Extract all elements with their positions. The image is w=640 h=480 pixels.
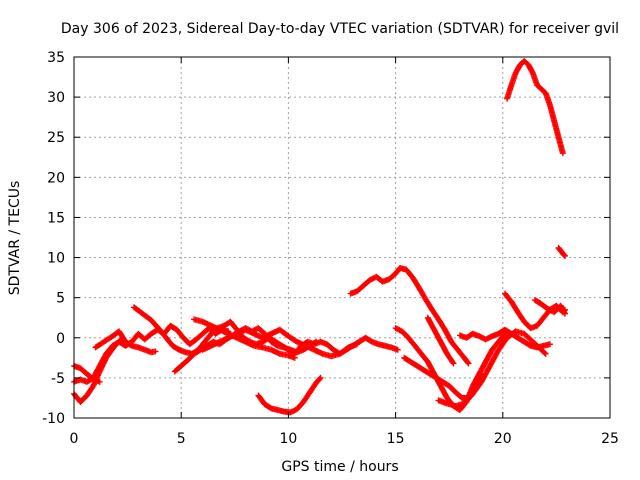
- data-point: [291, 354, 298, 361]
- series-arc-13: [424, 314, 457, 367]
- data-point: [561, 252, 568, 259]
- data-point: [559, 150, 566, 157]
- data-point: [449, 359, 456, 366]
- series-arc-17: [531, 297, 568, 317]
- x-tick-label: 20: [494, 431, 512, 447]
- data-point: [152, 348, 159, 355]
- data-point: [542, 350, 549, 357]
- series-arc-18: [504, 58, 566, 157]
- data-point: [546, 341, 553, 348]
- y-tick-label: 5: [56, 291, 65, 307]
- x-tick-label: 15: [387, 431, 405, 447]
- y-tick-label: 35: [47, 50, 65, 66]
- y-tick-label: 30: [47, 90, 65, 106]
- y-tick-label: 0: [56, 331, 65, 347]
- data-point: [464, 359, 471, 366]
- x-tick-label: 10: [279, 431, 297, 447]
- series-arc-15: [456, 326, 553, 351]
- series-arc-14: [435, 328, 549, 409]
- data-points: [71, 58, 568, 416]
- x-axis-title: GPS time / hours: [281, 459, 398, 475]
- data-point: [317, 374, 324, 381]
- data-point: [561, 252, 568, 259]
- chart-title: Day 306 of 2023, Sidereal Day-to-day VTE…: [61, 21, 619, 37]
- y-tick-label: 10: [47, 251, 65, 267]
- data-point: [450, 360, 457, 367]
- y-tick-label: -10: [42, 411, 65, 427]
- x-tick-label: 0: [70, 431, 79, 447]
- series-arc-7: [191, 316, 298, 361]
- x-tick-label: 25: [601, 431, 619, 447]
- data-point: [394, 346, 401, 353]
- data-point: [541, 349, 548, 356]
- series-arc-9: [255, 374, 324, 416]
- data-point: [465, 360, 472, 367]
- data-point: [354, 341, 361, 348]
- series-arc-8: [199, 326, 361, 360]
- y-tick-label: 20: [47, 170, 65, 186]
- series-arc-4: [92, 328, 159, 356]
- data-point: [313, 338, 320, 345]
- series-arc-10: [347, 264, 472, 367]
- axis-ticks: 0 5 10 15 20 25 -10 -5 0 5 10 15 20 25 30 35: [42, 50, 619, 447]
- data-point: [312, 339, 319, 346]
- plot-frame: [73, 56, 611, 419]
- y-tick-label: 25: [47, 130, 65, 146]
- y-axis-title: SDTVAR / TECUs: [7, 181, 23, 296]
- y-tick-label: -5: [51, 371, 65, 387]
- x-tick-label: 5: [177, 431, 186, 447]
- y-tick-label: 15: [47, 210, 65, 226]
- data-point: [561, 310, 568, 317]
- series-arc-19: [555, 244, 568, 259]
- data-point: [316, 375, 323, 382]
